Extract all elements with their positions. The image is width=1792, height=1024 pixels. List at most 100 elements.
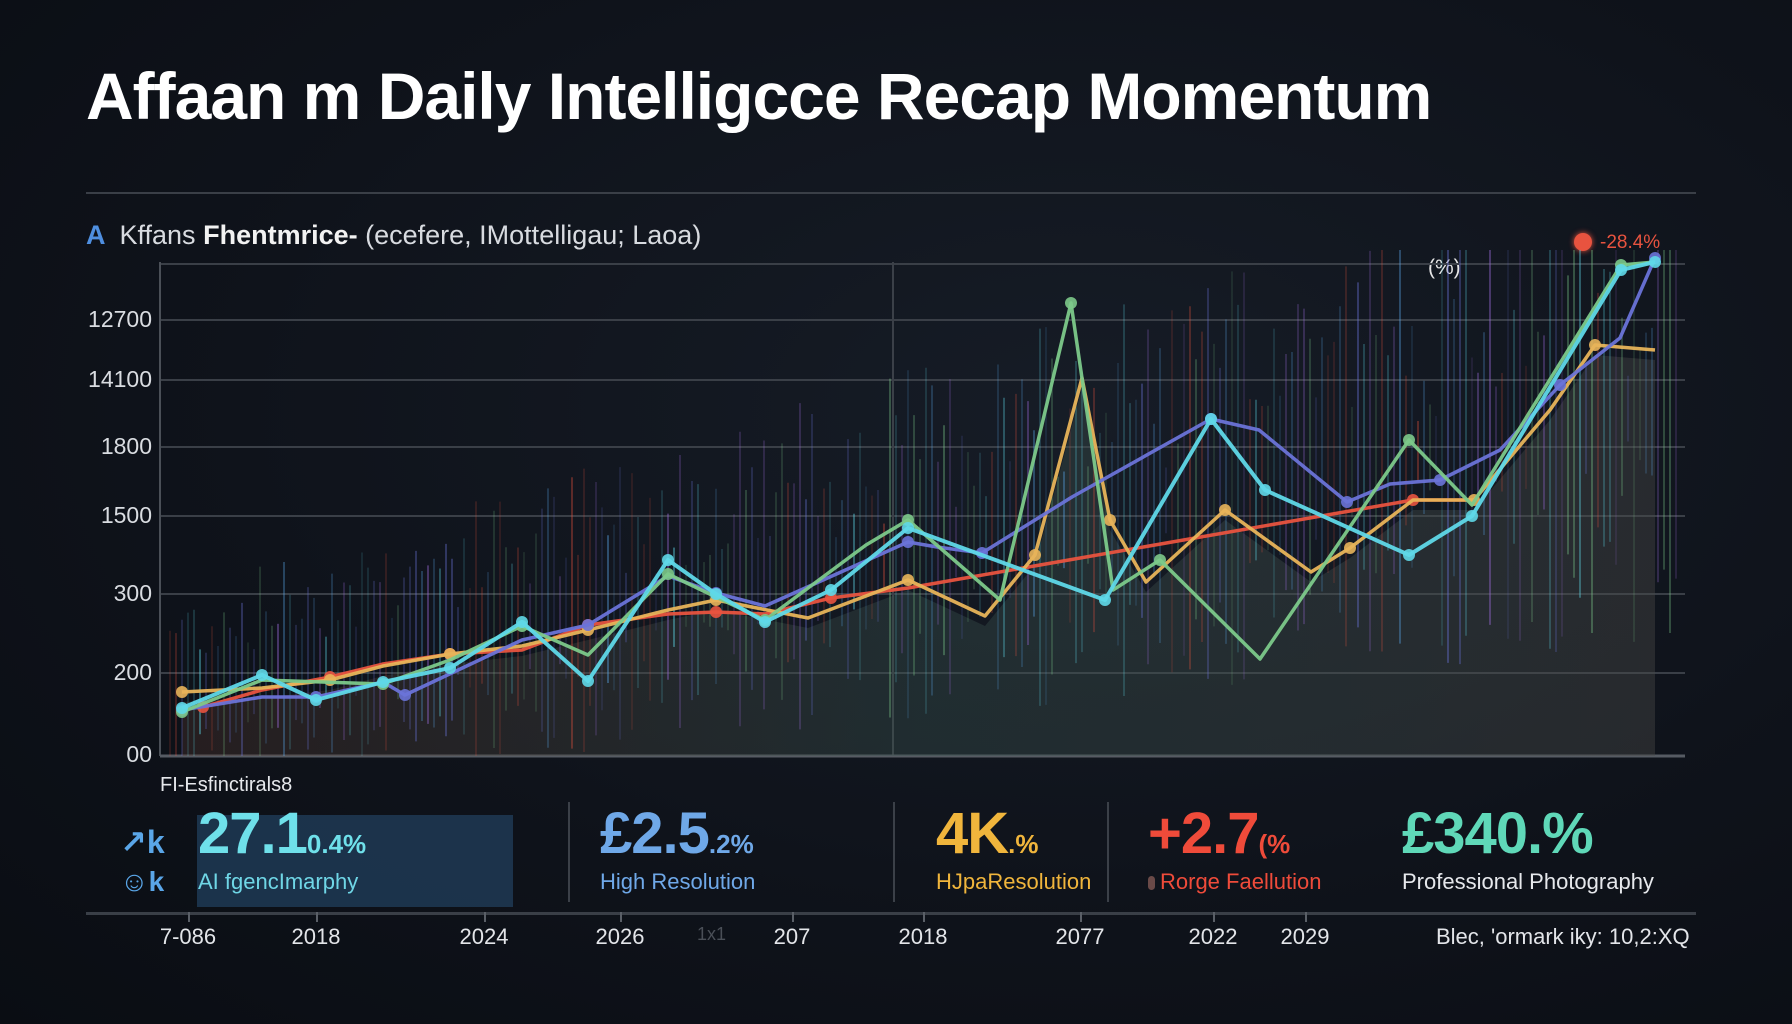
kpi-highlight-box [197, 815, 513, 907]
x-tick-label: 2022 [1188, 924, 1238, 949]
kpi-value-4: +2.7(% [1148, 801, 1291, 866]
subtitle-rest: (ecefere, IMottelligau; Laoa) [365, 220, 702, 250]
kpi-label-4: Rorge Faellution [1148, 869, 1321, 895]
data-point [662, 568, 674, 580]
kpi-value-1: 27.10.4% [198, 801, 367, 866]
x-tick [1080, 912, 1082, 922]
subtitle-bold: Fhentmrice- [203, 220, 358, 250]
kpi-label-1: AI fgencImarphy [198, 869, 359, 894]
data-point [324, 674, 336, 686]
red-dot-icon [1574, 233, 1592, 251]
data-point [1403, 549, 1415, 561]
data-point [710, 588, 722, 600]
kpi-divider [568, 802, 570, 902]
x-tick-label: 7-086 [159, 924, 217, 949]
series-lines [176, 252, 1661, 718]
kpi-value-3: 4K.% [936, 801, 1039, 866]
data-point [256, 669, 268, 681]
kpi-divider [893, 802, 895, 902]
data-point [1065, 297, 1077, 309]
x-axis-rule [86, 912, 1696, 915]
person-icon: ☺k [120, 866, 165, 897]
data-point [1344, 542, 1356, 554]
data-point [662, 554, 674, 566]
badge-text: -28.4% [1600, 232, 1661, 253]
y-tick-label: 300 [113, 580, 152, 606]
data-point [582, 675, 594, 687]
data-point [1403, 434, 1415, 446]
x-tick-label: 207 [773, 924, 811, 949]
x-tick [620, 912, 622, 922]
financials-label: FI-Esfinctirals8 [160, 774, 293, 796]
x-tick [923, 912, 925, 922]
data-point [1099, 594, 1111, 606]
data-point [1341, 496, 1353, 508]
data-point [1219, 504, 1231, 516]
x-tick [1305, 912, 1307, 922]
data-point [399, 689, 411, 701]
y-tick-label: 14100 [88, 366, 152, 392]
y-tick-label: 1500 [100, 502, 152, 528]
series-orange-line [181, 343, 1656, 694]
y-tick-label: 00 [126, 741, 152, 767]
x-tick-label: 2029 [1280, 924, 1330, 949]
title-divider [86, 192, 1696, 194]
page-title: Affaan m Daily Intelligcce Recap Momentu… [86, 59, 1432, 133]
data-point [1589, 339, 1601, 351]
rocket-icon: ↗k [120, 824, 165, 860]
footer-note: Blec, 'ormark iky: 10,2:XQ [1436, 924, 1690, 949]
data-point [1259, 484, 1271, 496]
x-tick [792, 912, 794, 922]
data-point [1615, 264, 1627, 276]
data-point [310, 694, 322, 706]
kpi-card-2: £2.5.2% High Resolution [600, 800, 755, 910]
x-tick [316, 912, 318, 922]
data-point [902, 522, 914, 534]
chart-subtitle: A Kffans Fhentmrice- (ecefere, IMottellig… [86, 220, 701, 251]
data-point [516, 616, 528, 628]
x-tick-label: 2018 [291, 924, 341, 949]
series-green-line [181, 260, 1656, 714]
data-point [1154, 554, 1166, 566]
subtitle-lead: Kffans [119, 220, 196, 250]
data-point [1104, 514, 1116, 526]
kpi-value-5: £340.% [1402, 801, 1594, 866]
data-point [1205, 413, 1217, 425]
x-tick-label: 2077 [1055, 924, 1105, 949]
subtitle-a-icon: A [86, 220, 106, 250]
change-badge: -28.4% [1574, 232, 1660, 254]
kpi-card-5: £340.% Professional Photography [1402, 800, 1654, 910]
kpi-label-3: HJpaResolution [936, 869, 1092, 894]
percent-note: (%) [1428, 256, 1461, 279]
data-point [582, 619, 594, 631]
data-point [825, 584, 837, 596]
y-tick-label: 1800 [100, 433, 152, 459]
data-point [1649, 256, 1661, 268]
kpi-label-2: High Resolution [600, 869, 756, 894]
y-tick-label: 200 [113, 659, 152, 685]
x-tick [188, 912, 190, 922]
data-point [759, 616, 771, 628]
x-tick-label: 2018 [898, 924, 948, 949]
x-tick [484, 912, 486, 922]
data-point [444, 662, 456, 674]
kpi-card-4: +2.7(% Rorge Faellution [1148, 800, 1321, 910]
y-tick-label: 12700 [88, 306, 152, 332]
x-tick [1213, 912, 1215, 922]
side-icons: ↗k ☺k [120, 822, 165, 902]
kpi-value-2: £2.5.2% [600, 801, 754, 866]
data-point [176, 686, 188, 698]
data-point [902, 574, 914, 586]
kpi-card-1: 27.10.4% AI fgencImarphy [198, 800, 366, 910]
data-point [1466, 510, 1478, 522]
ghost-text: 1x1 [697, 924, 727, 944]
kpi-label-5: Professional Photography [1402, 869, 1654, 894]
data-point [1554, 379, 1566, 391]
thermometer-icon [1148, 876, 1155, 890]
kpi-card-3: 4K.% HJpaResolution [936, 800, 1091, 910]
data-point [902, 536, 914, 548]
area-fill [182, 355, 1655, 756]
kpi-divider [1107, 802, 1109, 902]
data-point [176, 702, 188, 714]
